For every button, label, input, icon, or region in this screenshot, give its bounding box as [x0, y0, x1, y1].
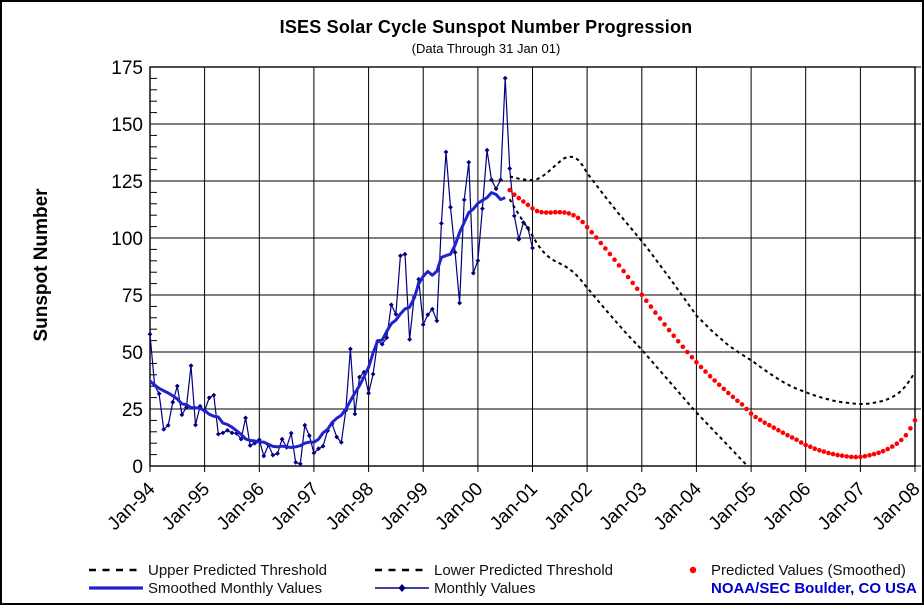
noaa-sec-credit: NOAA/SEC Boulder, CO USA	[711, 580, 917, 597]
monthly-values-line	[149, 78, 534, 465]
y-tick-label: 150	[111, 115, 143, 136]
lower-threshold-line	[508, 198, 748, 466]
legend-upper-threshold-label: Upper Predicted Threshold	[148, 562, 327, 579]
x-tick-label: Jan-98	[322, 479, 378, 535]
x-tick-label: Jan-95	[158, 479, 214, 535]
y-tick-label: 175	[111, 58, 143, 79]
y-tick-label: 50	[122, 343, 143, 364]
smoothed-monthly-line	[149, 191, 506, 449]
chart-title: ISES Solar Cycle Sunspot Number Progress…	[279, 17, 693, 37]
y-tick-label: 75	[122, 286, 143, 307]
smoothed-line-swatch	[89, 586, 143, 590]
upper-threshold-line	[509, 155, 916, 405]
y-tick-label: 0	[132, 457, 143, 478]
x-tick-label: Jan-03	[595, 479, 651, 535]
legend-lower-threshold-label: Lower Predicted Threshold	[434, 562, 613, 579]
x-tick-label: Jan-97	[267, 479, 323, 535]
predicted-values-dots	[507, 187, 918, 460]
x-tick-label: Jan-04	[650, 478, 706, 534]
x-tick-label: Jan-06	[759, 479, 815, 535]
y-tick-label: 125	[111, 172, 143, 193]
legend-monthly-values-label: Monthly Values	[434, 580, 536, 597]
x-tick-label: Jan-02	[541, 479, 597, 535]
x-tick-label: Jan-07	[814, 479, 870, 535]
x-tick-label: Jan-01	[486, 479, 542, 535]
predicted-red-dot-swatch	[689, 566, 697, 574]
monthly-line-diamond-swatch	[375, 584, 429, 592]
x-tick-label: Jan-08	[869, 479, 924, 535]
x-tick-label: Jan-00	[431, 479, 487, 535]
legend-predicted-values-label: Predicted Values (Smoothed)	[711, 562, 906, 579]
lower-threshold-dash-swatch	[375, 568, 429, 572]
y-tick-label: 100	[111, 229, 143, 250]
x-tick-label: Jan-99	[377, 479, 433, 535]
x-tick-label: Jan-05	[705, 479, 761, 535]
x-tick-label: Jan-94	[104, 478, 160, 534]
chart-subtitle: (Data Through 31 Jan 01)	[411, 41, 561, 56]
x-tick-label: Jan-96	[213, 479, 269, 535]
legend-smoothed-values-label: Smoothed Monthly Values	[148, 580, 322, 597]
y-tick-label: 25	[122, 400, 143, 421]
upper-threshold-dash-swatch	[89, 568, 143, 572]
